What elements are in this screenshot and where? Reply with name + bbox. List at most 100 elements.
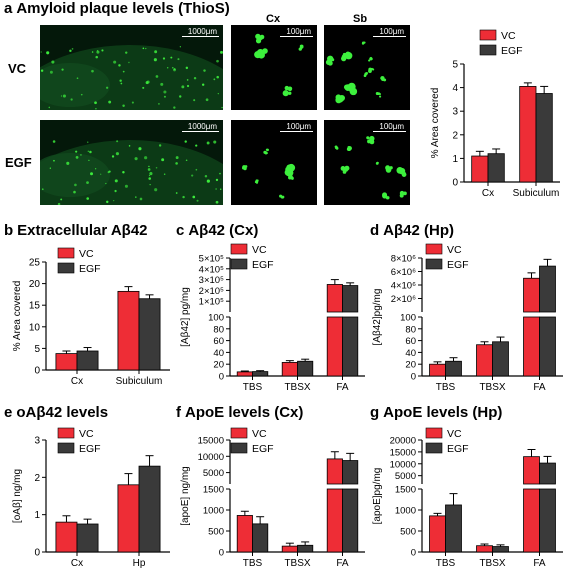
plaque-dot <box>175 192 178 194</box>
legend-swatch-egf <box>57 262 75 274</box>
egf-bar <box>492 546 509 553</box>
egf-bar <box>76 523 99 553</box>
panel-f-title-text: ApoE levels (Cx) <box>185 404 304 421</box>
y-tick-label: 10 <box>29 322 41 333</box>
plaque-dot <box>124 184 128 188</box>
y-tick-label: 0 <box>219 548 224 559</box>
x-tick-label: FA <box>533 558 546 569</box>
plaque-dot <box>213 78 216 81</box>
legend: VC EGF <box>425 243 469 271</box>
vc-bar <box>476 545 493 553</box>
plaque-dot <box>105 86 109 89</box>
y-tick-label: 0 <box>411 548 416 559</box>
panel-f-letter: f <box>176 404 181 421</box>
legend-label-egf: EGF <box>501 45 523 57</box>
plaque-dot <box>122 70 125 73</box>
plaque-blob <box>375 161 379 165</box>
y-tick-label: 20000 <box>390 436 416 447</box>
vc-bar <box>471 155 489 183</box>
legend: VC EGF <box>57 247 101 275</box>
plaque-blob <box>399 190 407 198</box>
plaque-dot <box>115 152 119 156</box>
y-tick-label: 60 <box>213 336 224 347</box>
plaque-dot <box>128 145 131 147</box>
y-tick-label: 5000 <box>395 471 416 482</box>
y-tick-label: 40 <box>405 348 416 359</box>
plaque-dot <box>87 150 89 152</box>
y-tick-label: 60 <box>405 336 416 347</box>
plaque-blob <box>255 33 265 44</box>
plaque-dot <box>41 188 44 190</box>
plaque-dot <box>122 104 125 107</box>
x-tick-label: TBS <box>436 382 456 393</box>
y-tick-label: 10000 <box>198 452 224 463</box>
plaque-dot <box>203 69 206 72</box>
plaque-dot <box>213 140 217 144</box>
plaque-dot <box>135 196 137 198</box>
micrograph-egf-whole-image <box>40 140 223 205</box>
y-tick-label: 15 <box>29 301 41 312</box>
col-label-sb: Sb <box>353 13 368 25</box>
micrograph-egf-sb: 100μm <box>324 120 410 205</box>
x-tick-label: FA <box>533 382 546 393</box>
plaque-dot <box>80 154 82 156</box>
plaque-dot <box>220 50 223 54</box>
col-label-cx: Cx <box>266 13 281 25</box>
plaque-blob <box>282 85 293 97</box>
plaque-dot <box>155 75 159 78</box>
scale-bar-large-vc: 1000μm <box>181 27 219 37</box>
bars <box>236 279 359 377</box>
panel-f-title: f ApoE levels (Cx) <box>176 404 303 421</box>
y-tick-label: 6×10⁶ <box>391 267 416 278</box>
panel-e-title-text: oAβ42 levels <box>16 404 109 421</box>
micrograph-vc-whole: 1000μm <box>40 25 223 110</box>
chart-f: 0 500 1000 1500 5000 10000 15000 TBS TBSX FA [apoE… <box>180 427 365 569</box>
y-tick-label: 0 <box>34 548 40 559</box>
y-tick-label: 8×10⁶ <box>391 254 416 265</box>
plaque-dot <box>173 106 176 109</box>
plaque-dot <box>70 98 73 101</box>
vc-bar-lower <box>326 488 343 553</box>
micrograph-vc-sb: 100μm <box>324 25 410 110</box>
y-tick-label: 25 <box>29 258 41 269</box>
plaque-dot <box>131 101 134 104</box>
egf-bar <box>445 504 462 553</box>
panel-g-letter: g <box>370 404 380 421</box>
vc-bar <box>429 363 446 377</box>
plaque-dot <box>196 199 199 202</box>
plaque-dot <box>128 61 130 64</box>
x-tick-label: Cx <box>71 558 83 569</box>
egf-bar-upper <box>342 460 359 485</box>
egf-bar-upper <box>342 285 359 313</box>
y-tick-label: 20 <box>213 360 224 371</box>
plaque-dot <box>148 174 151 177</box>
egf-bar <box>138 465 161 553</box>
plaque-dot <box>216 75 219 79</box>
bars <box>429 258 556 377</box>
egf-bar <box>297 544 314 553</box>
plaque-dot <box>88 159 90 161</box>
plaque-dot <box>163 90 167 94</box>
legend-label-vc: VC <box>79 248 94 260</box>
x-tick-label: Subiculum <box>116 376 163 387</box>
y-tick-label: 1 <box>452 154 458 165</box>
x-tick-label: FA <box>336 382 349 393</box>
plaque-blob <box>334 145 339 150</box>
plaque-dot <box>192 195 196 199</box>
plaque-dot <box>161 158 165 162</box>
y-tick-label: 3×10⁵ <box>199 275 224 286</box>
plaque-blob <box>341 51 353 62</box>
egf-bar <box>487 153 505 183</box>
bars <box>55 455 161 553</box>
plaque-dot <box>204 174 208 178</box>
egf-bar <box>492 341 509 377</box>
scale-bar-vc-cx: 100μm <box>280 27 313 37</box>
legend-swatch-egf <box>425 258 443 270</box>
bars <box>55 286 161 371</box>
plaque-dot <box>195 144 198 147</box>
y-axis-label: [Aβ42] pg/mg <box>180 287 191 347</box>
micrograph-egf-cx: 100μm <box>231 120 317 205</box>
plaque-dot <box>40 51 42 53</box>
y-tick-label: 100 <box>400 313 416 324</box>
y-tick-label: 1500 <box>203 485 224 496</box>
